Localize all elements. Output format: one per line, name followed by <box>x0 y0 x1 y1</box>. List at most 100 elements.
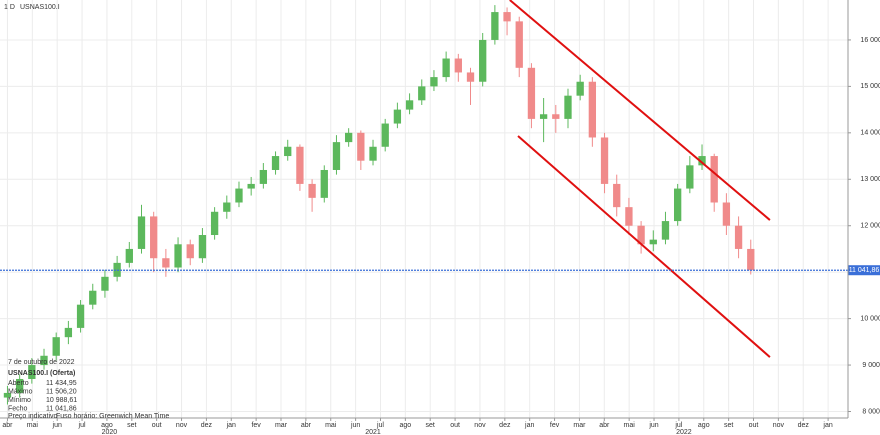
year-label: 2020 <box>102 429 118 435</box>
y-tick-label: 15 000,00 <box>860 83 880 90</box>
candle-body <box>673 188 682 222</box>
candle-body <box>454 58 462 73</box>
info-label: Máximo <box>8 388 33 395</box>
candle-body <box>661 221 670 240</box>
interval: 1 D <box>4 4 15 11</box>
candle-body <box>186 244 194 259</box>
candle-body <box>491 12 499 40</box>
x-tick-label: dez <box>201 422 213 429</box>
info-footer: Fuso horário: Greenwich Mean Time <box>56 413 169 420</box>
candle-body <box>271 156 280 170</box>
candle-body <box>393 109 402 124</box>
x-tick-label: jun <box>52 422 62 429</box>
candle-body <box>40 355 48 366</box>
candle-body <box>332 142 341 170</box>
candle-body <box>52 337 60 356</box>
candle-body <box>564 95 572 119</box>
candle-body <box>625 207 633 226</box>
candle-body <box>150 216 158 259</box>
x-tick-label: ago <box>698 422 710 429</box>
candle-body <box>430 77 438 87</box>
candle-body <box>210 211 219 236</box>
x-tick-label: abr <box>599 422 610 429</box>
candle-body <box>28 365 36 379</box>
info-value: 11 041,86 <box>46 405 77 412</box>
candle-body <box>308 183 316 198</box>
candle-body <box>344 132 353 143</box>
candle-body <box>76 304 85 328</box>
y-tick-label: 14 000,00 <box>860 130 880 137</box>
candle-body <box>320 169 328 198</box>
x-tick-label: jan <box>226 422 236 429</box>
candle-body <box>101 276 109 291</box>
x-tick-label: mai <box>624 422 636 429</box>
y-tick-label: 12 000,00 <box>860 223 880 230</box>
info-value: 11 506,20 <box>46 388 77 395</box>
candle-body <box>223 202 231 212</box>
candle-body <box>418 86 426 101</box>
y-tick-label: 10 000,00 <box>860 315 880 322</box>
candle-body <box>576 81 584 96</box>
candle-body <box>613 183 621 208</box>
x-tick-label: set <box>426 422 435 429</box>
x-tick-label: mai <box>27 422 39 429</box>
x-tick-label: fev <box>251 422 261 429</box>
candle-body <box>284 146 292 157</box>
candle-body <box>527 67 536 119</box>
candle-body <box>539 114 548 119</box>
candle-body <box>235 188 243 203</box>
x-tick-label: abr <box>301 422 312 429</box>
x-tick-label: nov <box>176 422 188 429</box>
year-label: 2021 <box>365 429 381 435</box>
trendline <box>517 135 771 358</box>
x-tick-label: ago <box>101 422 113 429</box>
x-tick-label: mar <box>573 422 586 429</box>
candle-body <box>747 248 755 271</box>
y-tick-label: 9 000,00 <box>862 362 880 369</box>
candle-body <box>64 327 73 338</box>
candle-body <box>686 165 694 189</box>
candle-body <box>710 156 718 203</box>
x-tick-label: jun <box>648 422 658 429</box>
candle-body <box>442 58 450 78</box>
y-tick-label: 13 000,00 <box>860 176 880 183</box>
x-tick-label: jan <box>524 422 534 429</box>
info-footer: Preço indicativo <box>8 413 58 420</box>
candle-body <box>479 39 487 82</box>
candle-body <box>357 132 365 161</box>
candle-body <box>588 81 597 138</box>
candle-body <box>247 183 255 189</box>
info-instrument: USNAS100.I (Oferta) <box>8 370 75 377</box>
info-label: Fecho <box>8 405 28 412</box>
candle-body <box>515 21 523 68</box>
candle-body <box>259 169 268 184</box>
trendline <box>509 0 771 221</box>
candle-body <box>296 146 304 184</box>
y-tick-label: 8 000,00 <box>862 408 880 415</box>
candle-body <box>137 216 146 249</box>
candle-body <box>503 12 511 22</box>
info-value: 11 434,95 <box>46 380 77 387</box>
last-price-box <box>848 265 880 276</box>
x-tick-label: abr <box>2 422 13 429</box>
x-tick-label: mai <box>325 422 337 429</box>
x-tick-label: jul <box>674 422 682 429</box>
x-tick-label: ago <box>400 422 412 429</box>
candle-body <box>15 378 24 393</box>
x-tick-label: out <box>450 422 460 429</box>
x-tick-label: nov <box>773 422 785 429</box>
candle-body <box>369 146 377 161</box>
info-label: Aberto <box>8 380 29 387</box>
candle-body <box>174 244 182 268</box>
candle-body <box>125 248 133 263</box>
x-tick-label: out <box>152 422 162 429</box>
candle-body <box>698 156 706 166</box>
candle-body <box>405 100 414 110</box>
candle-body <box>649 239 657 245</box>
x-tick-label: jun <box>350 422 360 429</box>
candle-body <box>637 225 645 245</box>
x-tick-label: dez <box>499 422 511 429</box>
symbol: USNAS100.I <box>20 4 60 11</box>
